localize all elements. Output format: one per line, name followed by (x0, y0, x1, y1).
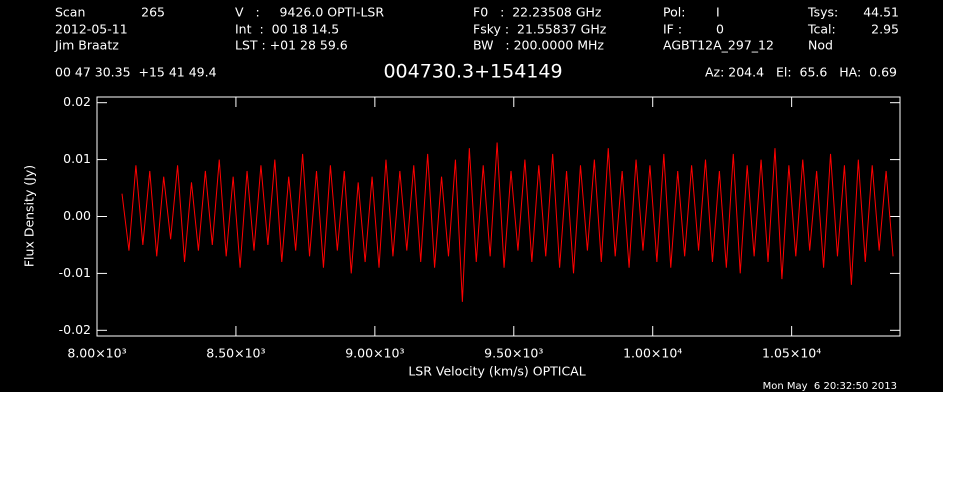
header-field: 2.95 (871, 22, 899, 37)
header-field: Scan (55, 5, 85, 20)
header-field: Pol: (663, 5, 685, 20)
header-field: LST : +01 28 59.6 (235, 38, 348, 53)
header-field: Nod (808, 38, 833, 53)
header-field: F0 : 22.23508 GHz (473, 5, 602, 20)
y-axis-label: Flux Density (Jy) (22, 165, 37, 267)
timestamp: Mon May 6 20:32:50 2013 (763, 381, 897, 392)
header-field: 44.51 (863, 5, 899, 20)
y-tick-label: 0.01 (63, 151, 91, 166)
header-field: Jim Braatz (54, 38, 119, 53)
x-tick-label: 8.00×10³ (67, 346, 126, 361)
header-field: BW : 200.0000 MHz (473, 38, 604, 53)
header-field: 00 47 30.35 +15 41 49.4 (55, 65, 217, 80)
header-field: 2012-05-11 (55, 22, 128, 37)
spectrum-line (121, 142, 894, 302)
header-field: Tsys: (807, 5, 838, 20)
y-tick-label: -0.02 (59, 322, 91, 337)
header-field: Fsky : 21.55837 GHz (473, 22, 607, 37)
plot-background (0, 0, 943, 392)
header-field: Int : 00 18 14.5 (235, 22, 339, 37)
header-field: Tcal: (807, 22, 836, 37)
y-tick-label: 0.02 (63, 94, 91, 109)
header-field: 0 (716, 22, 724, 37)
x-tick-label: 9.00×10³ (345, 346, 404, 361)
header-field: Az: 204.4 El: 65.6 HA: 0.69 (705, 65, 897, 80)
x-tick-label: 9.50×10³ (484, 346, 543, 361)
x-tick-label: 8.50×10³ (206, 346, 265, 361)
header-field: IF : (663, 22, 682, 37)
x-axis-label: LSR Velocity (km/s) OPTICAL (408, 364, 585, 379)
x-tick-label: 1.05×10⁴ (762, 346, 821, 361)
x-tick-label: 1.00×10⁴ (623, 346, 682, 361)
header-field: 265 (141, 5, 165, 20)
header-field: V : 9426.0 OPTI-LSR (235, 5, 384, 20)
chart-title: 004730.3+154149 (383, 61, 562, 83)
y-tick-label: -0.01 (59, 265, 91, 280)
header-field: I (716, 5, 720, 20)
header-field: AGBT12A_297_12 (663, 38, 774, 53)
y-tick-label: 0.00 (63, 208, 91, 223)
header: Scan 265 2012-05-11 Jim Braatz V : 9426.… (54, 5, 899, 83)
